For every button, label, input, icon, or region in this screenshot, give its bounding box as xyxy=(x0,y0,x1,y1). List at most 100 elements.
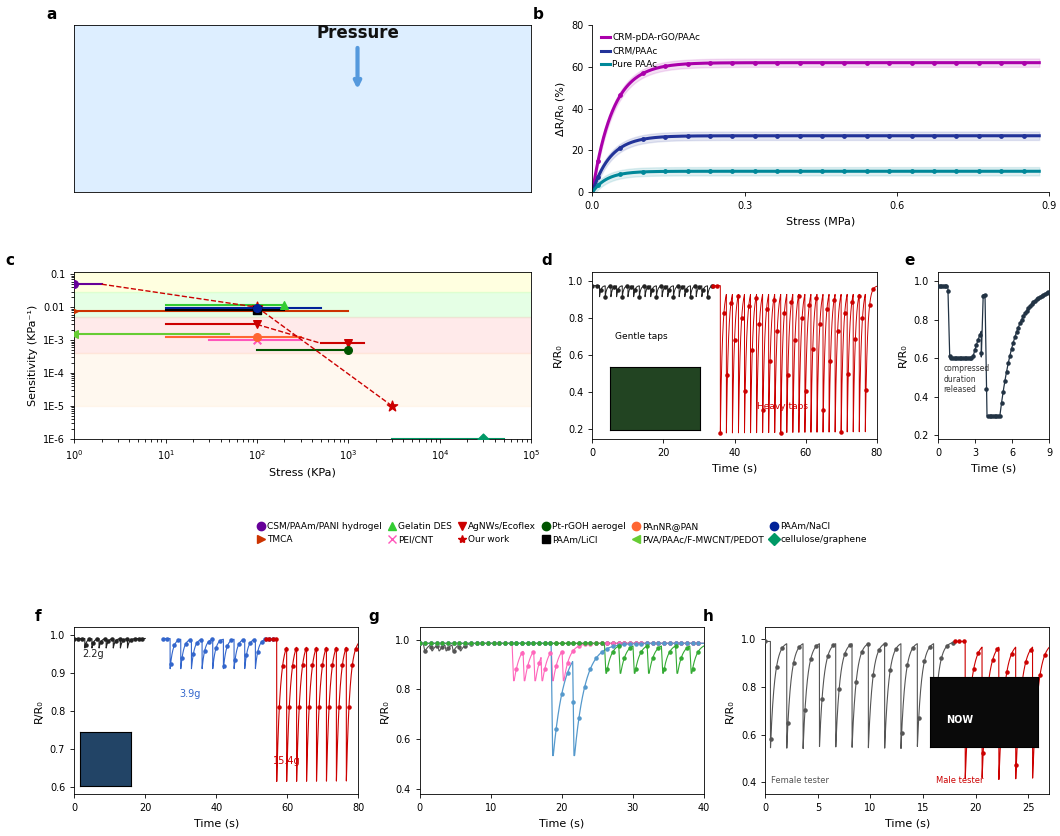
Point xyxy=(643,283,660,297)
Point xyxy=(119,632,136,645)
Point xyxy=(661,637,678,650)
Point xyxy=(170,634,187,647)
Point xyxy=(565,644,582,657)
Point xyxy=(428,637,445,650)
Point xyxy=(298,642,315,655)
Point xyxy=(1015,129,1032,142)
Point xyxy=(1015,165,1032,178)
Point xyxy=(667,637,684,650)
Point xyxy=(948,129,965,142)
Point xyxy=(985,409,1002,422)
Point xyxy=(1030,291,1047,304)
Point xyxy=(1011,317,1028,330)
Point xyxy=(491,637,508,650)
Point xyxy=(633,637,650,650)
Point xyxy=(340,337,357,350)
Point xyxy=(469,637,485,650)
Point xyxy=(502,637,519,650)
Point xyxy=(669,279,686,293)
Point xyxy=(903,129,920,142)
Point xyxy=(818,303,835,316)
Point xyxy=(644,637,661,650)
Point xyxy=(525,637,542,650)
Point xyxy=(982,409,999,422)
Point xyxy=(942,351,959,364)
Point xyxy=(971,329,988,342)
Point xyxy=(644,637,661,650)
Point xyxy=(983,409,1000,422)
Point xyxy=(616,637,633,650)
Point xyxy=(628,637,644,650)
Point xyxy=(939,639,956,652)
Point xyxy=(485,637,502,650)
CRM/PAAc xyxy=(867,130,880,140)
Point xyxy=(457,637,474,650)
Point xyxy=(531,637,548,650)
Text: g: g xyxy=(369,609,379,624)
Point xyxy=(576,638,593,651)
Point xyxy=(474,637,491,650)
Point xyxy=(248,303,265,317)
Point xyxy=(593,283,610,297)
Point xyxy=(638,640,655,653)
Point xyxy=(757,635,774,648)
Point xyxy=(970,646,987,660)
Point xyxy=(854,312,871,325)
Point xyxy=(859,165,876,178)
Point xyxy=(621,637,638,650)
Point xyxy=(450,640,467,654)
Point xyxy=(967,344,984,357)
Point xyxy=(599,637,616,650)
Point xyxy=(474,637,491,650)
Point xyxy=(825,639,842,652)
Bar xyxy=(74,272,531,292)
Point xyxy=(724,56,741,69)
Point xyxy=(959,351,976,364)
Point xyxy=(594,645,611,659)
Point xyxy=(559,656,576,670)
Point xyxy=(479,637,496,650)
Point xyxy=(667,640,684,653)
Point xyxy=(324,659,341,672)
Point xyxy=(343,659,360,672)
Point xyxy=(548,722,565,736)
Point xyxy=(457,637,474,650)
Point xyxy=(939,284,956,298)
Point xyxy=(700,290,717,303)
Y-axis label: R/R₀: R/R₀ xyxy=(379,699,390,722)
Point xyxy=(948,56,965,69)
Point xyxy=(951,635,968,648)
Point xyxy=(826,293,843,307)
Point xyxy=(553,637,570,650)
Point xyxy=(762,354,779,368)
Point xyxy=(622,280,639,293)
Point xyxy=(904,641,921,655)
Point xyxy=(588,279,605,293)
Point xyxy=(275,659,292,672)
Point xyxy=(1010,321,1027,334)
Point xyxy=(638,637,655,650)
Pure PAAc xyxy=(1032,166,1045,176)
CRM-pDA-rGO/PAAc xyxy=(1032,58,1045,68)
Point xyxy=(166,639,183,652)
Point xyxy=(565,637,582,650)
Point xyxy=(114,634,131,647)
Point xyxy=(200,635,217,649)
Point xyxy=(519,637,536,650)
Bar xyxy=(74,353,531,406)
Point xyxy=(746,129,763,142)
Point xyxy=(519,637,536,650)
Point xyxy=(457,639,474,652)
Point xyxy=(829,324,846,338)
Point xyxy=(417,637,434,650)
Point xyxy=(328,642,345,655)
Point xyxy=(979,409,996,422)
Point xyxy=(644,651,661,665)
Point xyxy=(462,637,479,650)
Point xyxy=(304,659,321,672)
Point xyxy=(1026,294,1043,308)
Point xyxy=(223,634,240,647)
Point xyxy=(844,296,861,309)
Point xyxy=(966,662,983,675)
Point xyxy=(428,637,445,650)
